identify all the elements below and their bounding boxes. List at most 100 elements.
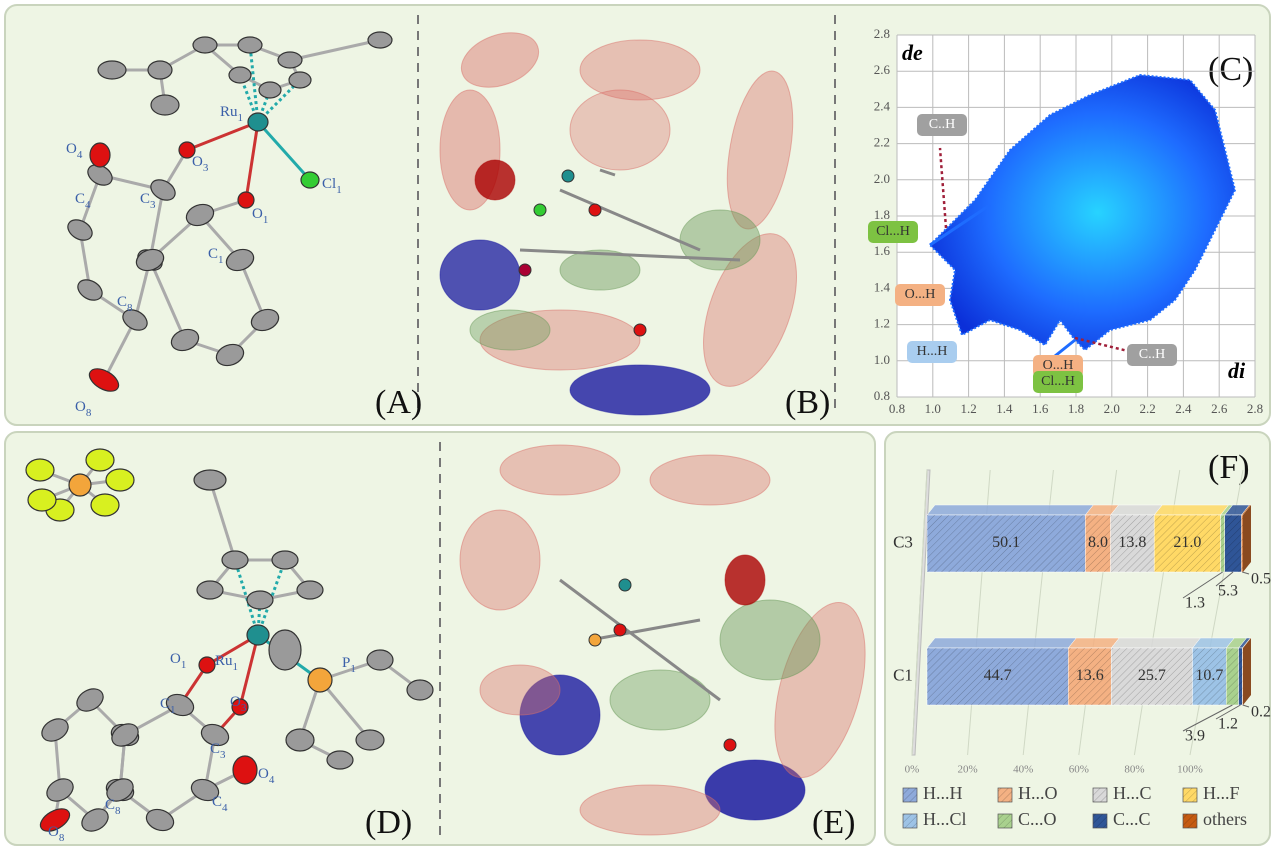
x-tick-label: 2.4 xyxy=(1175,401,1192,416)
legend-hatch xyxy=(998,788,1012,802)
atom xyxy=(247,591,273,609)
atom-symbol: O xyxy=(66,141,77,157)
y-tick-label: 1.2 xyxy=(874,316,890,331)
y-tick-label: 2.0 xyxy=(874,171,890,186)
bar-hatch xyxy=(1242,648,1243,705)
atom xyxy=(199,657,215,673)
atom xyxy=(238,37,262,53)
bar-hatch xyxy=(1226,648,1238,705)
panel-label: (D) xyxy=(365,804,412,841)
isosurface xyxy=(580,40,700,100)
legend-label: H...F xyxy=(1203,783,1240,803)
value-label: 10.7 xyxy=(1195,667,1223,684)
y-tick-label: 2.2 xyxy=(874,135,890,150)
atom xyxy=(259,82,281,98)
bar-top xyxy=(927,505,1093,515)
atom-index: 3 xyxy=(220,749,226,761)
atom-symbol: C xyxy=(75,191,85,207)
atom xyxy=(151,95,179,115)
ball xyxy=(634,324,646,336)
value-label: 0.2 xyxy=(1251,704,1271,721)
atom xyxy=(233,756,257,784)
panel-label: (C) xyxy=(1208,51,1253,88)
atom xyxy=(222,551,248,569)
x-tick-label: 100% xyxy=(1177,764,1203,776)
atom-index: 8 xyxy=(127,302,133,314)
atom xyxy=(91,494,119,516)
atom-index: 1 xyxy=(263,214,269,226)
legend-label: H...H xyxy=(923,783,963,803)
y-tick-label: 0.8 xyxy=(874,388,890,403)
bar-top xyxy=(1154,505,1228,515)
legend-hatch xyxy=(903,814,917,828)
atom-symbol: O xyxy=(75,399,86,415)
atom-index: 1 xyxy=(218,254,224,266)
atom-index: 1 xyxy=(233,661,239,673)
atom-index: 3 xyxy=(203,162,209,174)
atom-symbol: P xyxy=(342,655,350,671)
value-label: 21.0 xyxy=(1173,534,1201,551)
atom xyxy=(301,172,319,188)
legend-label: C...C xyxy=(1113,809,1151,829)
atom-index: 4 xyxy=(85,199,91,211)
isosurface xyxy=(580,785,720,835)
ball xyxy=(534,204,546,216)
value-label: 13.6 xyxy=(1076,667,1104,684)
legend-hatch xyxy=(903,788,917,802)
isosurface xyxy=(720,600,820,680)
y-tick-label: 1.6 xyxy=(874,243,891,258)
atom xyxy=(248,113,268,131)
atom xyxy=(247,625,269,645)
atom xyxy=(26,459,54,481)
isosurface xyxy=(610,670,710,730)
atom xyxy=(193,37,217,53)
atom-index: 1 xyxy=(181,659,187,671)
atom-index: 3 xyxy=(150,199,156,211)
isosurface xyxy=(570,90,670,170)
atom-symbol: Ru xyxy=(215,653,233,669)
panel-label: (E) xyxy=(812,804,855,841)
isosurface xyxy=(725,555,765,605)
annotation: H...H xyxy=(917,344,948,359)
legend-label: H...O xyxy=(1018,783,1058,803)
legend-label: H...Cl xyxy=(923,809,967,829)
atom-index: 8 xyxy=(59,832,65,844)
atom xyxy=(356,730,384,750)
atom-index: 4 xyxy=(77,149,83,161)
atom xyxy=(297,581,323,599)
atom xyxy=(367,650,393,670)
atom xyxy=(289,72,311,88)
atom xyxy=(194,470,226,490)
atom xyxy=(28,489,56,511)
atom-index: 1 xyxy=(336,184,342,196)
atom xyxy=(229,67,251,83)
value-label: 25.7 xyxy=(1138,667,1166,684)
x-axis-label: di xyxy=(1228,358,1246,383)
x-tick-label: 2.8 xyxy=(1247,401,1263,416)
y-tick-label: 2.8 xyxy=(874,26,890,41)
ball xyxy=(589,634,601,646)
value-label: 0.5 xyxy=(1251,571,1271,588)
atom xyxy=(308,668,332,692)
isosurface xyxy=(470,310,550,350)
atom-symbol: Cl xyxy=(322,176,336,192)
bar-hatch xyxy=(1225,515,1242,572)
atom-index: 8 xyxy=(115,805,121,817)
y-tick-label: 1.8 xyxy=(874,207,890,222)
atom xyxy=(106,469,134,491)
x-tick-label: 1.4 xyxy=(996,401,1013,416)
bar-top xyxy=(1068,638,1119,648)
legend-hatch xyxy=(998,814,1012,828)
ball xyxy=(589,204,601,216)
legend-hatch xyxy=(1183,814,1197,828)
bar-top xyxy=(1111,505,1163,515)
atom-symbol: O xyxy=(258,766,269,782)
bar-top xyxy=(927,638,1076,648)
x-tick-label: 1.8 xyxy=(1068,401,1084,416)
x-tick-label: 2.2 xyxy=(1139,401,1155,416)
atom-symbol: O xyxy=(252,206,263,222)
atom-symbol: O xyxy=(230,694,241,710)
x-tick-label: 1.6 xyxy=(1032,401,1049,416)
annotation: Cl...H xyxy=(1041,374,1075,389)
x-tick-label: 80% xyxy=(1124,764,1144,776)
